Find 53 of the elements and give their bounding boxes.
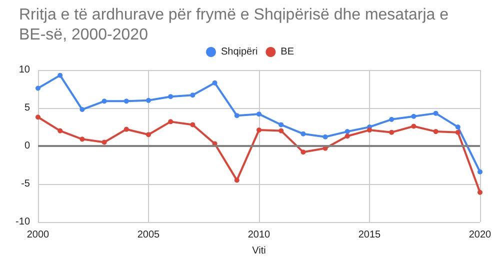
point (300, 150, 306, 155)
point (256, 128, 262, 133)
point (168, 94, 174, 100)
point (80, 136, 85, 142)
point (322, 134, 328, 140)
x-tick-label: 2020 (468, 230, 492, 240)
point (278, 122, 284, 128)
y-tick-label: -10 (16, 216, 30, 228)
y-tick-label: -5 (21, 178, 30, 190)
point (36, 86, 40, 91)
point (455, 124, 460, 130)
point (234, 113, 240, 118)
point (36, 114, 40, 120)
point (102, 140, 107, 145)
point (168, 119, 174, 124)
point (411, 124, 416, 129)
point (478, 190, 482, 195)
y-tick-label: 0 (24, 140, 30, 152)
x-axis-title: Viti (252, 246, 266, 256)
legend-label: BE (280, 46, 294, 58)
point (389, 130, 394, 135)
x-tick-label: 2010 (248, 230, 271, 240)
legend-label: Shqipëri (220, 46, 258, 58)
point (190, 122, 196, 128)
x-tick-label: 2005 (137, 230, 160, 240)
point (367, 128, 372, 133)
point (389, 116, 394, 122)
point (300, 131, 306, 136)
point (234, 178, 240, 183)
point (278, 128, 284, 134)
point (124, 126, 129, 132)
point (433, 110, 438, 116)
point (146, 98, 151, 103)
point (478, 169, 482, 174)
point (58, 72, 63, 78)
point (146, 132, 151, 138)
y-tick-label: 5 (24, 102, 30, 114)
point (124, 98, 129, 104)
point (411, 114, 416, 119)
point (455, 130, 460, 135)
point (58, 128, 63, 134)
point (80, 107, 85, 112)
chart-title: Rritja e të ardhurave për frymë e Shqipërisë dhe mesatarja e BE-së, 2000-2020 (19, 6, 453, 44)
y-tick-label: 10 (18, 64, 30, 76)
point (256, 112, 262, 117)
point (190, 92, 196, 98)
point (433, 129, 438, 134)
point (102, 98, 107, 104)
x-tick-label: 2015 (358, 230, 382, 240)
point (344, 134, 350, 139)
x-tick-label: 2000 (26, 230, 50, 240)
point (212, 80, 218, 86)
point (344, 129, 350, 134)
